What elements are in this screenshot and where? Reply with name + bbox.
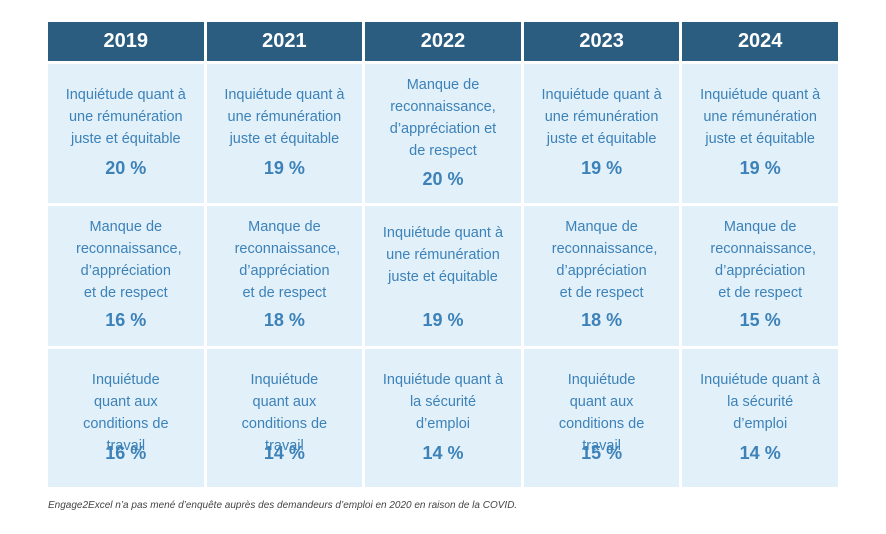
table-cell: Manque de reconnaissance, d’appréciation…: [682, 206, 838, 346]
year-header: 2024: [682, 22, 838, 61]
year-header: 2022: [365, 22, 521, 61]
concern-label: Inquiétude quant à une rémunération just…: [224, 87, 345, 147]
percentage-value: 20 %: [105, 158, 147, 178]
concern-label: Inquiétude quant à une rémunération just…: [700, 87, 821, 147]
table-cell: Manque de reconnaissance, d’appréciation…: [206, 206, 363, 346]
percentage-value: 19 %: [581, 158, 623, 178]
table-cell: Inquiétude quant à une rémunération just…: [523, 64, 680, 203]
header-row: 2019 2021 2022 2023 2024: [48, 22, 838, 61]
table-cell: Inquiétude quant aux conditions de trava…: [523, 349, 680, 487]
concern-label: Inquiétude quant à la sécurité d’emploi: [700, 372, 821, 432]
concern-label: Manque de reconnaissance, d’appréciation…: [551, 219, 658, 301]
table-cell: Manque de reconnaissance, d’appréciation…: [48, 206, 204, 346]
percentage-value: 19 %: [739, 158, 781, 178]
percentage-value: 20 %: [422, 169, 464, 189]
table-row: Inquiétude quant à une rémunération just…: [48, 64, 838, 203]
table-cell: Inquiétude quant à une rémunération just…: [206, 64, 363, 203]
percentage-value: 18 %: [581, 310, 623, 330]
concern-label: Inquiétude quant aux conditions de trava…: [558, 372, 645, 454]
concern-label: Inquiétude quant à la sécurité d’emploi: [382, 372, 504, 432]
table-row: Manque de reconnaissance, d’appréciation…: [48, 206, 838, 346]
percentage-value: 18 %: [263, 310, 305, 330]
table-cell: Inquiétude quant à une rémunération just…: [682, 64, 838, 203]
concern-label: Manque de reconnaissance, d’appréciation…: [76, 219, 182, 301]
concern-label: Inquiétude quant à une rémunération just…: [65, 87, 186, 147]
concern-label: Manque de reconnaissance, d’appréciation…: [710, 219, 816, 301]
percentage-value: 16 %: [105, 310, 147, 330]
percentage-value: 14 %: [263, 443, 305, 463]
table-cell: Inquiétude quant à la sécurité d’emploi …: [365, 349, 521, 487]
percentage-value: 14 %: [422, 443, 464, 463]
survey-results-table: 2019 2021 2022 2023 2024 Inquiétude quan…: [45, 19, 841, 490]
concern-label: Manque de reconnaissance, d’appréciation…: [389, 77, 497, 159]
concern-label: Manque de reconnaissance, d’appréciation…: [234, 219, 341, 301]
table-cell: Manque de reconnaissance, d’appréciation…: [365, 64, 521, 203]
percentage-value: 19 %: [422, 310, 464, 330]
year-header: 2023: [523, 22, 680, 61]
table-cell: Inquiétude quant à la sécurité d’emploi …: [682, 349, 838, 487]
percentage-value: 15 %: [581, 443, 623, 463]
table-cell: Manque de reconnaissance, d’appréciation…: [523, 206, 680, 346]
table-cell: Inquiétude quant aux conditions de trava…: [48, 349, 204, 487]
percentage-value: 19 %: [263, 158, 305, 178]
table-row: Inquiétude quant aux conditions de trava…: [48, 349, 838, 487]
table-cell: Inquiétude quant à une rémunération just…: [48, 64, 204, 203]
footnote: Engage2Excel n’a pas mené d’enquête aupr…: [48, 500, 518, 511]
concern-label: Inquiétude quant à une rémunération just…: [541, 87, 662, 147]
year-header: 2021: [206, 22, 363, 61]
year-header: 2019: [48, 22, 204, 61]
concern-label: Inquiétude quant à une rémunération just…: [382, 225, 504, 285]
concern-label: Inquiétude quant aux conditions de trava…: [241, 372, 328, 454]
percentage-value: 15 %: [739, 310, 781, 330]
percentage-value: 16 %: [105, 443, 147, 463]
concern-label: Inquiétude quant aux conditions de trava…: [83, 372, 169, 454]
percentage-value: 14 %: [739, 443, 781, 463]
table-cell: Inquiétude quant aux conditions de trava…: [206, 349, 363, 487]
table-cell: Inquiétude quant à une rémunération just…: [365, 206, 521, 346]
